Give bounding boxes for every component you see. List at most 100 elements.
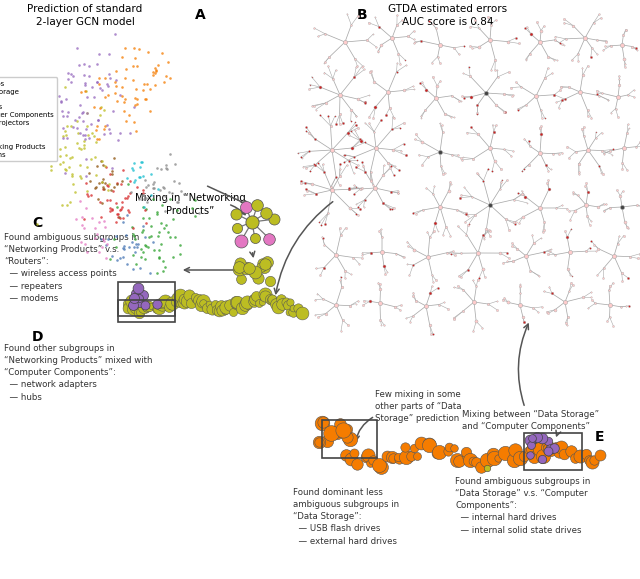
Point xyxy=(61,133,72,142)
Point xyxy=(335,164,345,174)
Point xyxy=(379,161,389,170)
Point xyxy=(91,182,101,192)
Point xyxy=(58,112,68,121)
Point xyxy=(463,220,474,229)
Point xyxy=(433,226,443,235)
Point xyxy=(335,272,346,281)
Point xyxy=(91,137,101,146)
Point xyxy=(355,184,365,193)
Point xyxy=(108,166,118,175)
Point xyxy=(77,116,88,126)
Point xyxy=(79,223,89,233)
Point xyxy=(433,52,443,61)
Point xyxy=(343,128,353,137)
Point xyxy=(478,176,488,185)
Point xyxy=(316,220,326,229)
Point xyxy=(310,134,320,143)
Point xyxy=(416,113,426,122)
Point xyxy=(563,313,573,322)
Point xyxy=(80,240,90,249)
Point xyxy=(534,123,545,132)
Point xyxy=(147,179,157,188)
Point xyxy=(394,49,404,58)
Point xyxy=(234,265,244,274)
Point xyxy=(149,184,159,193)
Point xyxy=(110,78,120,87)
Point xyxy=(532,432,543,441)
Point xyxy=(399,86,410,95)
Point xyxy=(581,247,591,256)
Point xyxy=(84,61,94,71)
Point xyxy=(515,218,525,227)
Point xyxy=(581,200,591,210)
Point xyxy=(220,306,230,316)
Point xyxy=(550,305,560,314)
Point xyxy=(463,63,474,72)
Point xyxy=(472,109,483,118)
Point xyxy=(614,74,625,83)
Point xyxy=(326,429,336,438)
Point xyxy=(144,213,154,222)
Point xyxy=(121,230,131,240)
Point xyxy=(525,266,536,275)
Point xyxy=(589,240,599,249)
Point xyxy=(116,176,127,185)
Point xyxy=(490,156,500,166)
Point xyxy=(70,187,80,196)
Point xyxy=(449,314,460,323)
Point xyxy=(352,61,362,71)
Point xyxy=(231,298,241,307)
Point xyxy=(529,239,539,248)
Point xyxy=(132,243,142,252)
Point xyxy=(342,424,352,433)
Point xyxy=(148,67,159,76)
Point xyxy=(421,184,431,193)
Point xyxy=(379,261,389,270)
Point xyxy=(342,433,352,442)
Point xyxy=(252,200,262,210)
Point xyxy=(471,317,481,326)
Point xyxy=(36,124,46,133)
Point xyxy=(413,150,424,159)
Point xyxy=(605,41,616,50)
Point xyxy=(609,251,619,261)
Point xyxy=(516,82,526,91)
Point xyxy=(41,83,51,92)
Point xyxy=(340,273,350,282)
Point xyxy=(351,162,361,171)
Point xyxy=(116,197,127,207)
Point xyxy=(109,153,119,162)
Point xyxy=(520,192,531,201)
Point xyxy=(391,249,401,258)
Point xyxy=(128,75,138,85)
Point xyxy=(118,165,128,174)
Point xyxy=(337,282,347,291)
Point xyxy=(154,252,164,261)
Point xyxy=(211,299,221,309)
Point xyxy=(453,151,463,160)
Point xyxy=(80,86,90,96)
Point xyxy=(619,144,629,153)
Point xyxy=(45,165,56,174)
Point xyxy=(139,202,149,211)
Point xyxy=(157,266,168,276)
Point xyxy=(497,175,508,184)
Point xyxy=(554,38,564,47)
Point xyxy=(344,131,354,140)
Point xyxy=(148,195,158,204)
Point xyxy=(375,280,385,289)
Point xyxy=(358,161,368,170)
Point xyxy=(122,259,132,268)
Text: Found other subgroups in
“Networking Products” mixed with
“Computer Components”:: Found other subgroups in “Networking Pro… xyxy=(4,344,152,402)
Point xyxy=(142,79,152,89)
Point xyxy=(424,440,435,449)
Point xyxy=(66,78,76,87)
Point xyxy=(463,265,473,274)
Point xyxy=(100,222,111,232)
Point xyxy=(397,16,408,25)
Point xyxy=(418,206,428,215)
Point xyxy=(63,74,73,83)
Point xyxy=(68,71,78,80)
Point xyxy=(127,237,137,247)
Point xyxy=(605,203,616,212)
